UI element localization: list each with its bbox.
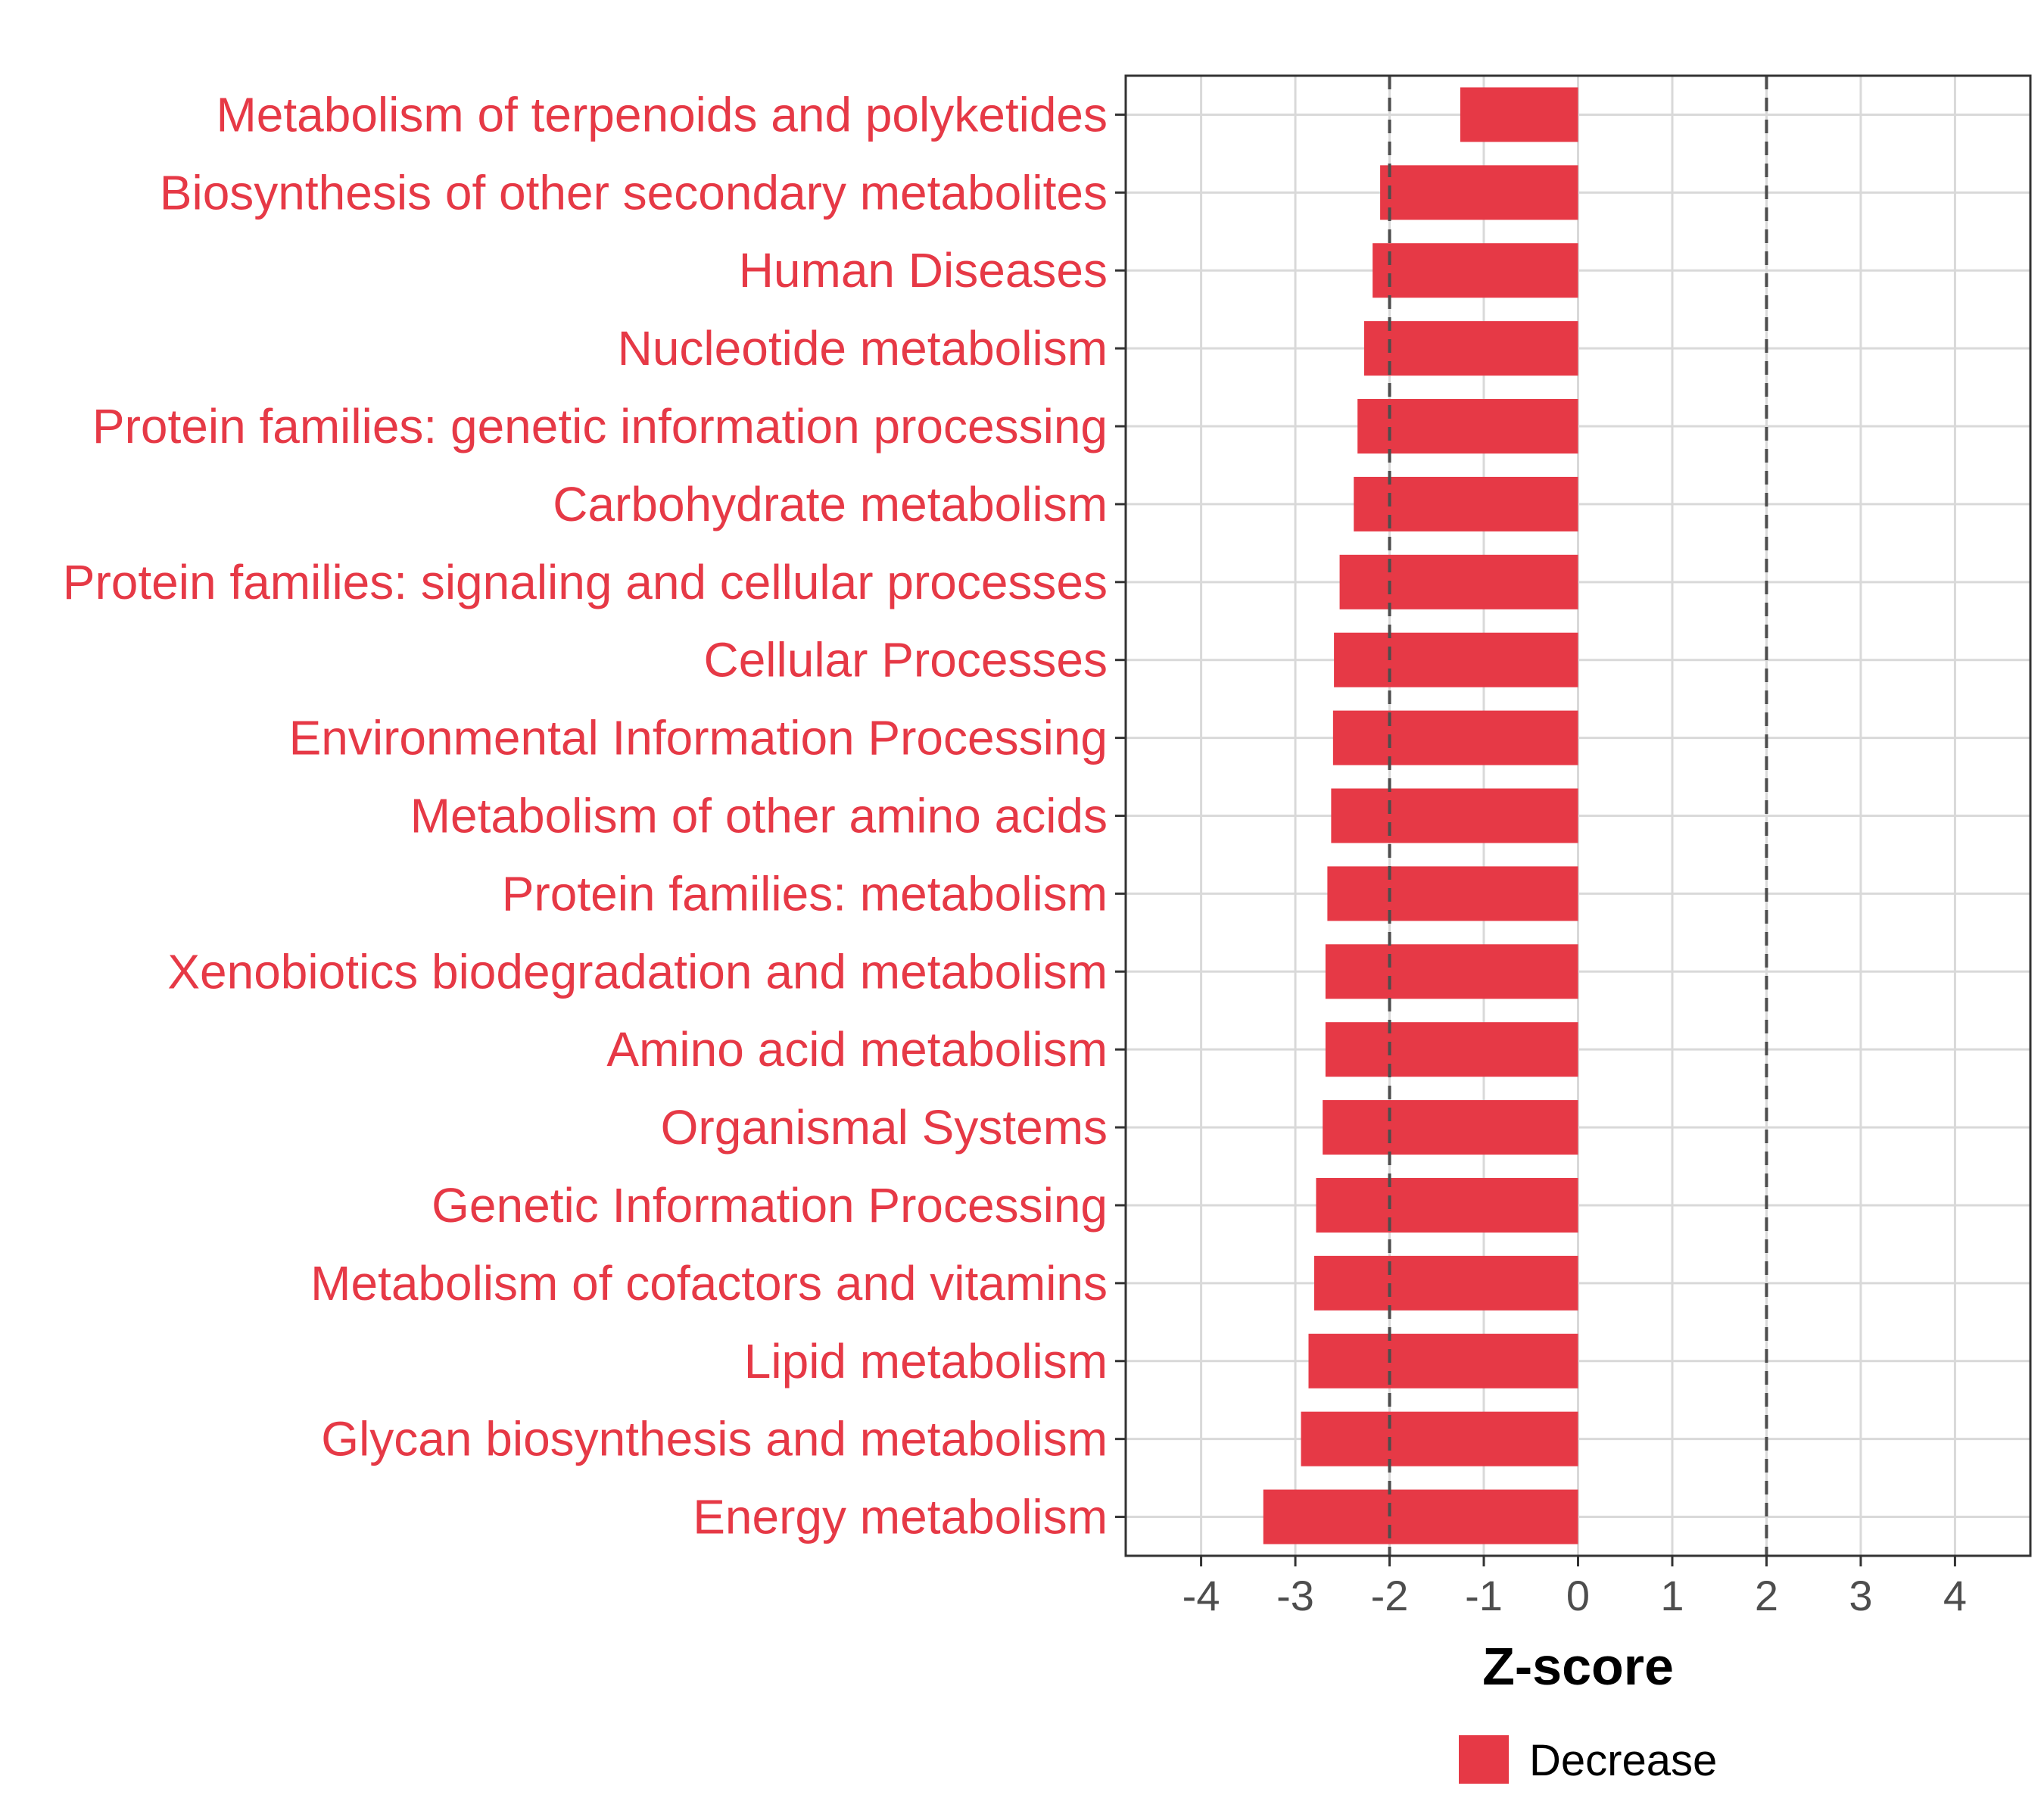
bar <box>1331 788 1578 843</box>
bar <box>1339 554 1578 609</box>
bar <box>1308 1333 1578 1388</box>
category-labels: Metabolism of terpenoids and polyketides… <box>63 87 1108 1544</box>
category-label: Nucleotide metabolism <box>618 321 1108 376</box>
category-label: Carbohydrate metabolism <box>553 477 1108 531</box>
bar <box>1380 165 1578 220</box>
category-label: Biosynthesis of other secondary metaboli… <box>160 165 1108 220</box>
x-tick-label: 1 <box>1660 1572 1684 1619</box>
category-label: Energy metabolism <box>693 1490 1108 1544</box>
x-tick-label: 0 <box>1566 1572 1590 1619</box>
legend-label-decrease: Decrease <box>1529 1736 1717 1785</box>
bar <box>1357 399 1578 454</box>
category-label: Protein families: signaling and cellular… <box>63 555 1108 609</box>
x-tick-label: -3 <box>1276 1572 1314 1619</box>
category-label: Metabolism of terpenoids and polyketides <box>216 87 1108 142</box>
x-tick-labels: -4 -3 -2 -1 0 1 2 3 4 <box>1182 1572 1967 1619</box>
category-label: Protein families: genetic information pr… <box>92 399 1108 453</box>
legend-swatch-decrease <box>1459 1735 1509 1784</box>
x-axis-ticks <box>1200 1556 1956 1566</box>
x-tick-label: 2 <box>1755 1572 1778 1619</box>
bar <box>1316 1177 1578 1233</box>
bar <box>1327 866 1578 921</box>
bar <box>1263 1489 1578 1544</box>
bar <box>1323 1100 1578 1155</box>
bar <box>1460 87 1578 142</box>
category-label: Lipid metabolism <box>744 1334 1108 1388</box>
category-label: Metabolism of other amino acids <box>410 789 1108 843</box>
x-tick-label: -2 <box>1371 1572 1409 1619</box>
bar <box>1334 632 1578 687</box>
x-tick-label: -1 <box>1465 1572 1503 1619</box>
x-tick-label: 4 <box>1943 1572 1967 1619</box>
y-axis-ticks <box>1115 113 1126 1519</box>
category-label: Human Diseases <box>739 243 1108 298</box>
x-tick-label: -4 <box>1182 1572 1220 1619</box>
category-label: Xenobiotics biodegradation and metabolis… <box>167 944 1108 999</box>
category-label: Amino acid metabolism <box>606 1022 1108 1077</box>
category-label: Organismal Systems <box>661 1100 1108 1155</box>
bar <box>1325 944 1578 999</box>
bar <box>1313 1255 1578 1311</box>
x-axis-title: Z-score <box>1482 1637 1674 1696</box>
bar <box>1301 1411 1578 1466</box>
bar <box>1363 321 1578 376</box>
threshold-lines <box>1388 76 1768 1556</box>
legend: Decrease <box>1459 1735 1717 1785</box>
bar <box>1354 476 1578 531</box>
category-label: Glycan biosynthesis and metabolism <box>321 1412 1108 1466</box>
category-label: Protein families: metabolism <box>502 866 1108 921</box>
x-tick-label: 3 <box>1849 1572 1872 1619</box>
category-label: Genetic Information Processing <box>432 1178 1108 1233</box>
bar <box>1332 710 1578 765</box>
category-label: Environmental Information Processing <box>289 711 1108 765</box>
category-label: Cellular Processes <box>703 633 1108 687</box>
category-label: Metabolism of cofactors and vitamins <box>310 1256 1108 1311</box>
bars <box>1263 87 1578 1544</box>
bar <box>1373 243 1578 298</box>
bar <box>1325 1022 1578 1077</box>
